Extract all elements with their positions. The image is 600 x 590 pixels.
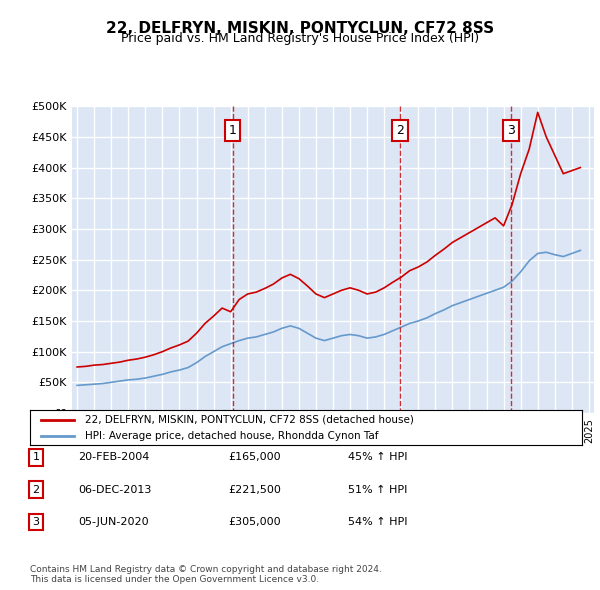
Text: 20-FEB-2004: 20-FEB-2004 bbox=[78, 453, 149, 462]
Text: 2: 2 bbox=[32, 485, 40, 494]
Text: £221,500: £221,500 bbox=[228, 485, 281, 494]
Text: Price paid vs. HM Land Registry's House Price Index (HPI): Price paid vs. HM Land Registry's House … bbox=[121, 32, 479, 45]
Text: 3: 3 bbox=[507, 124, 515, 137]
Text: 54% ↑ HPI: 54% ↑ HPI bbox=[348, 517, 407, 527]
Text: 06-DEC-2013: 06-DEC-2013 bbox=[78, 485, 151, 494]
Text: 2: 2 bbox=[396, 124, 404, 137]
Text: 45% ↑ HPI: 45% ↑ HPI bbox=[348, 453, 407, 462]
Text: 3: 3 bbox=[32, 517, 40, 527]
Text: 1: 1 bbox=[32, 453, 40, 462]
Text: £305,000: £305,000 bbox=[228, 517, 281, 527]
Text: £165,000: £165,000 bbox=[228, 453, 281, 462]
Text: 22, DELFRYN, MISKIN, PONTYCLUN, CF72 8SS: 22, DELFRYN, MISKIN, PONTYCLUN, CF72 8SS bbox=[106, 21, 494, 35]
Text: Contains HM Land Registry data © Crown copyright and database right 2024.
This d: Contains HM Land Registry data © Crown c… bbox=[30, 565, 382, 584]
Text: HPI: Average price, detached house, Rhondda Cynon Taf: HPI: Average price, detached house, Rhon… bbox=[85, 431, 379, 441]
Text: 1: 1 bbox=[229, 124, 237, 137]
Text: 51% ↑ HPI: 51% ↑ HPI bbox=[348, 485, 407, 494]
Text: 05-JUN-2020: 05-JUN-2020 bbox=[78, 517, 149, 527]
Text: 22, DELFRYN, MISKIN, PONTYCLUN, CF72 8SS (detached house): 22, DELFRYN, MISKIN, PONTYCLUN, CF72 8SS… bbox=[85, 415, 414, 425]
